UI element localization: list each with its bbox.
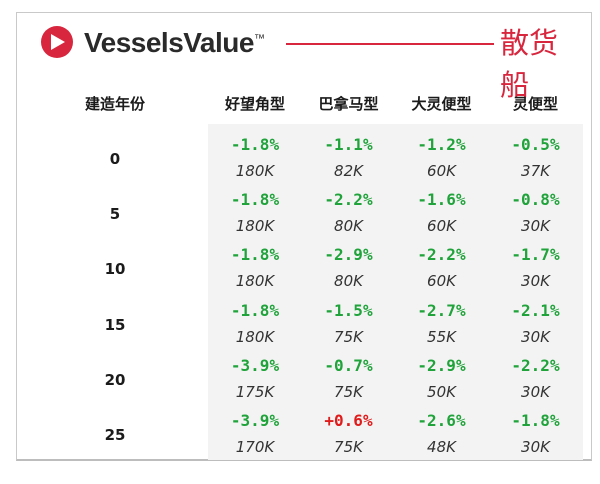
percent-change-cell: -1.2% [417, 135, 466, 154]
percent-change-cell: -3.9% [230, 411, 280, 430]
value-cell: 82K [334, 162, 363, 180]
trademark: ™ [253, 33, 265, 45]
value-cell: 50K [427, 382, 456, 401]
percent-change-cell: -1.8% [230, 190, 280, 210]
value-cell: 75K [334, 327, 363, 346]
value-cell: 180K [235, 272, 275, 291]
column-header-3: 大灵便型 [411, 95, 472, 113]
column-header-2: 巴拿马型 [318, 95, 379, 113]
value-cell: 30K [521, 438, 550, 456]
build-year-cell: 10 [104, 260, 126, 279]
percent-change-cell: -1.8% [511, 411, 560, 430]
percent-change-cell: -1.6% [417, 190, 466, 210]
value-cell: 180K [235, 327, 275, 346]
percent-change-cell: +0.6% [324, 411, 373, 430]
value-cell: 30K [521, 272, 550, 291]
percent-change-cell: -0.5% [511, 135, 560, 154]
value-cell: 48K [427, 438, 456, 456]
value-cell: 180K [235, 162, 275, 180]
build-year-cell: 5 [109, 205, 121, 224]
value-cell: 30K [521, 382, 550, 401]
value-cell: 60K [427, 272, 456, 291]
percent-change-cell: -2.9% [324, 245, 373, 265]
percent-change-cell: -1.5% [324, 300, 373, 320]
percent-change-cell: -1.1% [324, 135, 373, 154]
brand-text: VesselsValue [84, 27, 254, 58]
value-cell: 30K [521, 217, 550, 236]
header-rule [286, 43, 494, 45]
header: VesselsValue™ 散货船 [40, 22, 570, 102]
value-cell: 30K [521, 327, 550, 346]
page-title: 散货船 [500, 26, 559, 102]
percent-change-cell: -2.2% [324, 190, 373, 210]
column-header-1: 好望角型 [224, 95, 285, 113]
value-cell: 37K [521, 162, 550, 180]
value-cell: 80K [334, 272, 363, 291]
build-year-cell: 25 [104, 426, 126, 444]
percent-change-cell: -2.1% [511, 300, 560, 320]
percent-change-cell: -2.2% [417, 245, 466, 265]
value-cell: 175K [235, 382, 275, 401]
percent-change-cell: -0.8% [511, 190, 560, 210]
percent-change-cell: -2.9% [417, 355, 466, 375]
brand-name: VesselsValue™ [84, 26, 265, 60]
percent-change-cell: -1.8% [230, 300, 280, 320]
value-cell: 75K [334, 438, 363, 456]
column-header-4: 灵便型 [512, 95, 558, 113]
value-cell: 80K [334, 217, 363, 236]
percent-change-cell: -1.8% [230, 245, 280, 265]
percent-change-cell: -1.8% [230, 135, 280, 154]
value-cell: 60K [427, 217, 456, 236]
percent-change-cell: -1.7% [511, 245, 560, 265]
build-year-cell: 15 [104, 315, 126, 334]
value-cell: 75K [334, 382, 363, 401]
value-cell: 180K [235, 217, 275, 236]
vesselsvalue-logo-icon [41, 26, 73, 58]
percent-change-cell: -0.7% [324, 355, 373, 375]
percent-change-cell: -2.2% [511, 355, 560, 375]
values-panel [208, 124, 583, 460]
percent-change-cell: -2.7% [417, 300, 466, 320]
percent-change-cell: -2.6% [417, 411, 466, 430]
value-cell: 60K [427, 162, 456, 180]
percent-change-cell: -3.9% [230, 355, 280, 375]
value-cell: 55K [427, 327, 456, 346]
column-header-build-year: 建造年份 [84, 95, 145, 113]
value-cell: 170K [235, 438, 275, 456]
build-year-cell: 0 [109, 150, 121, 168]
build-year-cell: 20 [104, 370, 126, 389]
